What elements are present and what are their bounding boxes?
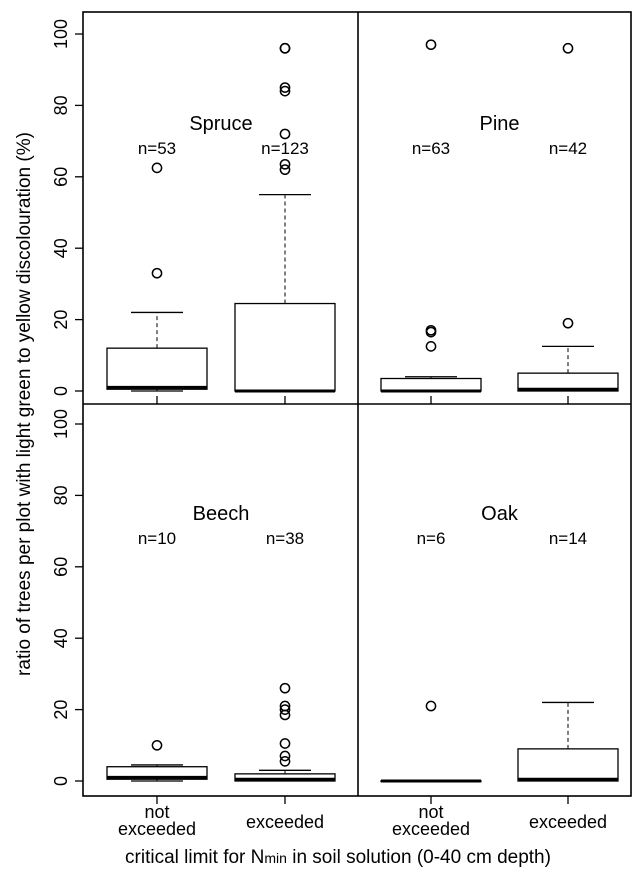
box-iqr	[234, 302, 336, 392]
x-tick-label-line: exceeded	[529, 812, 607, 832]
panel-pine: Pine n=63 n=42	[380, 39, 619, 393]
y-tick-label: 100	[51, 409, 71, 439]
box-iqr	[380, 377, 482, 392]
plot-frame	[82, 11, 632, 797]
outlier-point	[279, 164, 291, 176]
box-exceeded: n=123	[234, 42, 336, 393]
y-tick-label: 20	[51, 310, 71, 330]
y-tick-label: 80	[51, 95, 71, 115]
sample-count-label: n=42	[549, 139, 587, 158]
box-not-exceeded: n=63	[380, 39, 482, 393]
box-iqr	[517, 372, 619, 392]
outlier-point	[279, 85, 291, 97]
box-not-exceeded: n=6	[380, 529, 482, 783]
outlier-point	[425, 341, 437, 352]
x-tick-label-line: exceeded	[246, 812, 324, 832]
panels: Spruce n=53 n=123 Pine n=63 n=42 Beech n=10 n=38…	[106, 39, 619, 783]
outlier-point	[151, 162, 163, 174]
x-tick-label: not exceeded	[118, 802, 196, 839]
outlier-point	[425, 324, 437, 336]
outlier-point	[279, 750, 291, 762]
box-iqr	[106, 347, 208, 390]
y-tick-label: 0	[51, 776, 71, 786]
y-tick-label: 60	[51, 557, 71, 577]
outlier-point	[151, 267, 163, 279]
outlier-point	[151, 739, 163, 751]
outlier-point	[279, 158, 291, 170]
sample-count-label: n=6	[417, 529, 446, 548]
panel-beech: Beech n=10 n=38	[106, 503, 336, 782]
x-axis-label-subscript: min	[264, 850, 287, 866]
outlier-point	[279, 756, 291, 767]
x-tick-label: not exceeded	[392, 802, 470, 839]
sample-count-label: n=38	[266, 529, 304, 548]
x-tick-label-line: exceeded	[392, 819, 470, 839]
sample-count-label: n=10	[138, 529, 176, 548]
y-tick-label: 20	[51, 700, 71, 720]
y-tick-label: 0	[51, 386, 71, 396]
x-axis-label-suffix: in soil solution (0-40 cm depth)	[287, 847, 551, 868]
sample-count-label: n=63	[412, 139, 450, 158]
panel-oak: Oak n=6 n=14	[380, 503, 619, 783]
outlier-point	[279, 704, 291, 715]
y-tick-label: 100	[51, 19, 71, 49]
y-tick-label: 40	[51, 628, 71, 648]
x-tick-label: exceeded	[246, 812, 324, 832]
y-axis-label: ratio of trees per plot with light green…	[14, 132, 35, 676]
box-iqr	[234, 773, 336, 782]
panel-title: Pine	[479, 113, 519, 135]
box-exceeded: n=42	[517, 42, 619, 392]
box-iqr	[517, 748, 619, 782]
box-exceeded: n=14	[517, 529, 619, 782]
x-axis-label-prefix: critical limit for N	[125, 847, 264, 868]
outlier-point	[279, 42, 291, 54]
panel-title: Spruce	[189, 113, 252, 135]
outlier-point	[279, 128, 291, 140]
outlier-point	[279, 82, 291, 93]
box-not-exceeded: n=53	[106, 139, 208, 392]
outlier-point	[562, 42, 574, 54]
sample-count-label: n=53	[138, 139, 176, 158]
y-axis-top: 0 20 40 60 80 100	[51, 19, 83, 396]
box-not-exceeded: n=10	[106, 529, 208, 782]
y-tick-label: 60	[51, 167, 71, 187]
y-tick-label: 80	[51, 485, 71, 505]
panel-spruce: Spruce n=53 n=123	[106, 42, 336, 393]
panel-title: Oak	[481, 503, 519, 525]
x-tick-label: exceeded	[529, 812, 607, 832]
y-axis-bottom: 0 20 40 60 80 100	[51, 409, 83, 786]
y-tick-label: 40	[51, 238, 71, 258]
x-tick-label-line: exceeded	[118, 819, 196, 839]
sample-count-label: n=123	[261, 139, 309, 158]
outlier-point	[279, 700, 291, 712]
panel-title: Beech	[193, 503, 250, 525]
outlier-point	[562, 317, 574, 329]
outlier-point	[425, 39, 437, 51]
x-tick-label-line: not	[418, 802, 443, 822]
outlier-point	[279, 682, 291, 694]
outlier-point	[279, 738, 291, 749]
sample-count-label: n=14	[549, 529, 587, 548]
x-tick-label-line: not	[144, 802, 169, 822]
box-exceeded: n=38	[234, 529, 336, 782]
x-axis-label: critical limit for Nmin in soil solution…	[125, 847, 551, 868]
outlier-point	[425, 700, 437, 712]
